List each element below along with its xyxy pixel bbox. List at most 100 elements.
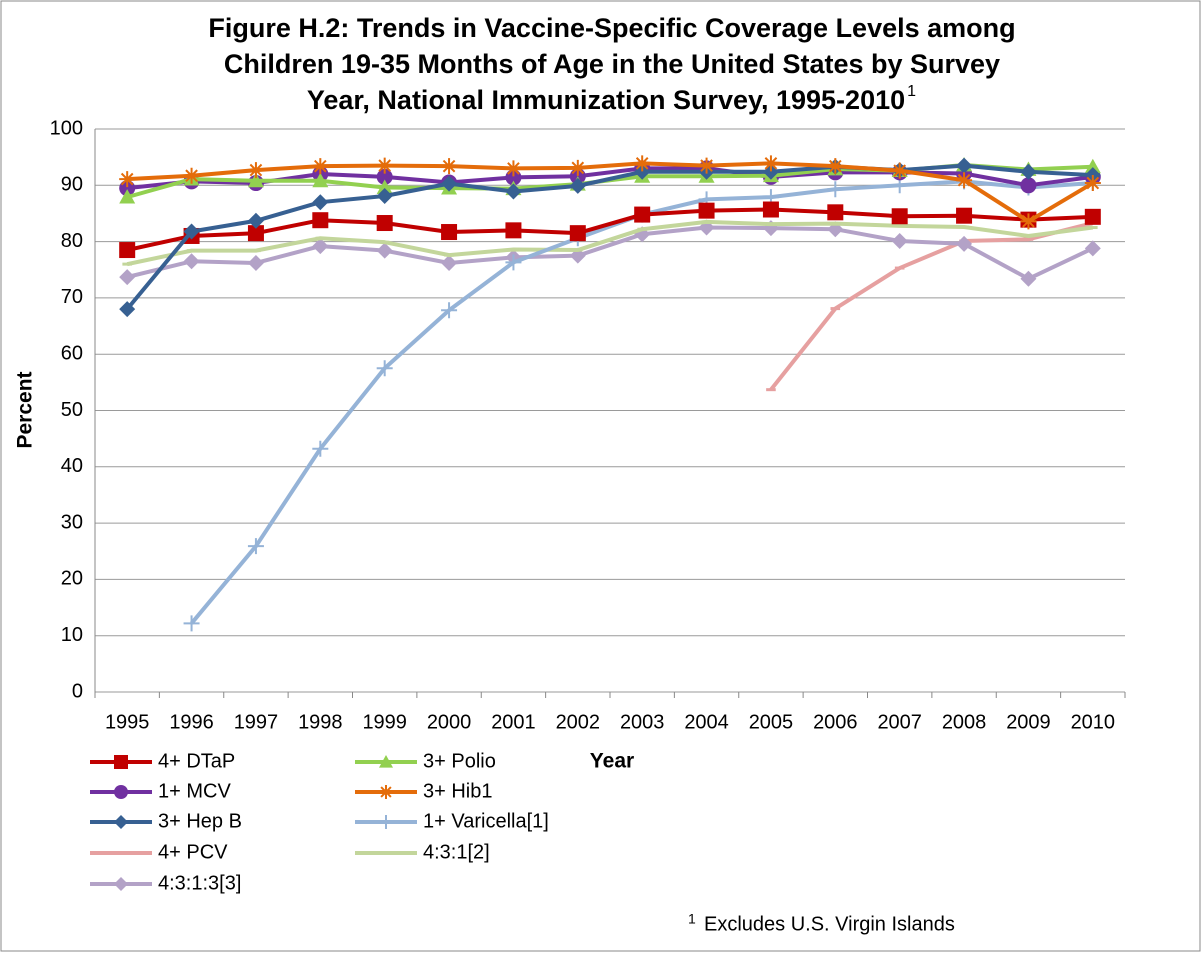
marker xyxy=(183,615,200,632)
marker xyxy=(1084,158,1101,174)
series xyxy=(122,219,1098,267)
marker xyxy=(827,158,844,175)
legend-label: 4:3:1[2] xyxy=(423,841,490,863)
marker xyxy=(441,175,458,192)
marker xyxy=(569,177,586,194)
marker xyxy=(1020,270,1037,287)
y-tick-label: 0 xyxy=(72,680,83,702)
legend-label: 4+ DTaP xyxy=(158,750,235,772)
marker xyxy=(891,233,908,250)
series xyxy=(119,201,1101,259)
series-line xyxy=(126,207,1093,252)
marker xyxy=(698,202,715,219)
marker xyxy=(376,168,393,185)
marker xyxy=(956,172,973,189)
marker xyxy=(247,162,264,179)
y-tick-label: 100 xyxy=(50,117,83,139)
series-line xyxy=(126,219,1094,267)
marker xyxy=(376,215,393,232)
marker xyxy=(119,301,136,318)
legend-label: 1+ Varicella[1] xyxy=(423,810,549,832)
x-tick-label: 2003 xyxy=(620,711,665,733)
marker xyxy=(891,208,908,225)
chart-title: Figure H.2: Trends in Vaccine-Specific C… xyxy=(208,13,1015,43)
marker xyxy=(183,167,200,184)
y-tick-label: 10 xyxy=(61,624,83,646)
marker xyxy=(119,189,136,204)
y-tick-label: 90 xyxy=(61,174,83,196)
marker xyxy=(1084,175,1101,192)
legend-label: 3+ Hep B xyxy=(158,810,242,832)
marker xyxy=(312,238,329,255)
x-tick-label: 1999 xyxy=(362,711,407,733)
marker xyxy=(379,815,393,829)
legend-label: 3+ Hib1 xyxy=(423,780,493,802)
series xyxy=(119,155,1101,230)
marker xyxy=(114,815,128,829)
marker xyxy=(114,877,128,891)
marker xyxy=(505,254,522,271)
marker xyxy=(441,224,458,241)
marker xyxy=(1084,208,1101,225)
y-tick-label: 40 xyxy=(61,455,83,477)
legend-label: 3+ Polio xyxy=(423,750,496,772)
marker xyxy=(634,206,651,223)
marker xyxy=(505,222,522,239)
y-tick-label: 20 xyxy=(61,568,83,590)
marker xyxy=(505,183,522,200)
marker xyxy=(441,302,458,319)
marker xyxy=(312,212,329,229)
chart-title: Children 19-35 Months of Age in the Unit… xyxy=(224,49,1000,79)
y-tick-label: 60 xyxy=(61,342,83,364)
marker xyxy=(1020,177,1037,194)
marker xyxy=(891,162,908,179)
marker xyxy=(247,212,264,229)
legend-label: 4:3:1:3[3] xyxy=(158,872,241,894)
marker xyxy=(312,194,329,211)
marker xyxy=(634,155,651,172)
marker xyxy=(312,158,329,175)
x-tick-label: 2009 xyxy=(1006,711,1051,733)
x-tick-label: 2010 xyxy=(1071,711,1116,733)
marker xyxy=(762,155,779,172)
x-tick-label: 2004 xyxy=(684,711,729,733)
marker xyxy=(114,785,128,799)
marker xyxy=(956,207,973,224)
marker xyxy=(441,254,458,271)
marker xyxy=(247,538,264,555)
x-tick-label: 2007 xyxy=(877,711,922,733)
marker xyxy=(569,225,586,242)
footnote: Excludes U.S. Virgin Islands xyxy=(704,913,955,935)
y-tick-label: 50 xyxy=(61,399,83,421)
marker xyxy=(119,242,136,259)
marker xyxy=(505,160,522,177)
series xyxy=(119,157,1101,318)
marker xyxy=(183,223,200,240)
y-tick-label: 30 xyxy=(61,511,83,533)
series-line xyxy=(769,221,1094,391)
marker xyxy=(247,172,264,188)
series-line xyxy=(127,161,1094,224)
x-tick-label: 2008 xyxy=(942,711,987,733)
marker xyxy=(1020,163,1037,180)
x-tick-label: 1995 xyxy=(105,711,150,733)
marker xyxy=(441,158,458,175)
marker xyxy=(376,360,393,377)
marker xyxy=(183,253,200,270)
x-tick-label: 2005 xyxy=(749,711,794,733)
marker xyxy=(827,181,844,198)
marker xyxy=(762,201,779,218)
marker xyxy=(1020,213,1037,230)
marker xyxy=(1084,240,1101,257)
marker xyxy=(827,204,844,221)
x-tick-label: 1997 xyxy=(234,711,279,733)
marker xyxy=(376,179,393,194)
marker xyxy=(119,171,136,188)
marker xyxy=(956,235,973,252)
marker xyxy=(312,172,329,188)
marker xyxy=(379,755,393,768)
marker xyxy=(698,157,715,174)
x-tick-label: 1998 xyxy=(298,711,343,733)
